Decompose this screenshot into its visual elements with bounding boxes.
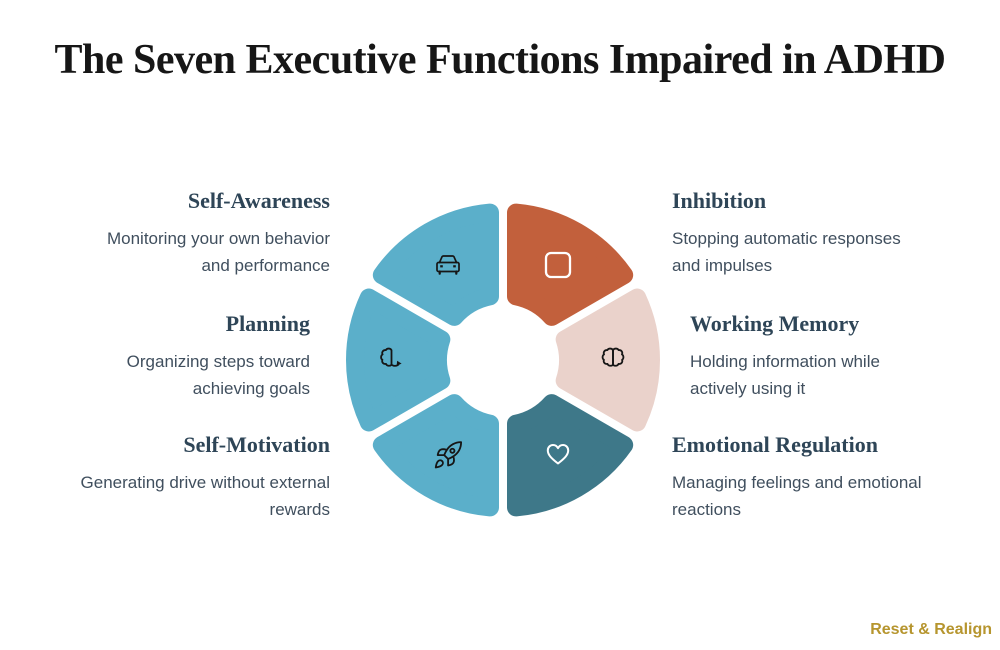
donut-segment-self-motivation: [372, 394, 499, 517]
function-description: Managing feelings and emotional reaction…: [672, 473, 922, 519]
function-title: Planning: [225, 311, 310, 336]
function-title: Working Memory: [690, 311, 860, 336]
brand-footer: Reset & Realign: [870, 621, 992, 638]
function-working-memory: Working Memory Holding information while…: [690, 311, 940, 402]
heart-icon: [546, 444, 570, 465]
donut-segment-self-awareness: [372, 203, 499, 326]
function-title: Self-Awareness: [187, 188, 330, 213]
function-title: Self-Motivation: [183, 432, 330, 457]
brain-icon: [601, 347, 625, 367]
function-description: Holding information while actively using…: [690, 352, 880, 398]
function-self-awareness: Self-Awareness Monitoring your own behav…: [80, 188, 330, 279]
donut-segment-emotional-regulation: [507, 394, 634, 517]
stop-square-icon: [544, 251, 572, 279]
function-title: Emotional Regulation: [672, 432, 878, 457]
function-planning: Planning Organizing steps toward achievi…: [60, 311, 310, 402]
donut-segment-planning: [346, 288, 451, 432]
car-icon: [436, 255, 460, 275]
function-emotional-regulation: Emotional Regulation Managing feelings a…: [672, 432, 922, 523]
function-description: Stopping automatic responses and impulse…: [672, 229, 901, 275]
function-self-motivation: Self-Motivation Generating drive without…: [80, 432, 330, 523]
function-title: Inhibition: [672, 188, 767, 213]
page-title: The Seven Executive Functions Impaired i…: [54, 37, 946, 83]
function-description: Organizing steps toward achieving goals: [126, 352, 310, 398]
donut-segment-working-memory: [555, 288, 660, 432]
function-description: Monitoring your own behavior and perform…: [106, 229, 330, 275]
brain-arrow-icon: [380, 347, 402, 367]
rocket-icon: [434, 441, 463, 469]
function-inhibition: Inhibition Stopping automatic responses …: [672, 188, 922, 279]
donut-chart: [346, 203, 660, 517]
function-description: Generating drive without external reward…: [80, 473, 330, 519]
